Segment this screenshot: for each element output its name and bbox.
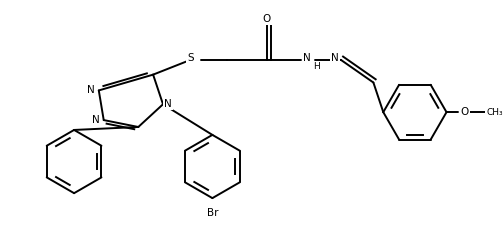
- Text: CH₃: CH₃: [486, 108, 502, 117]
- Text: S: S: [187, 53, 194, 63]
- Text: O: O: [460, 107, 469, 117]
- Text: N: N: [303, 53, 311, 63]
- Text: N: N: [87, 85, 95, 96]
- Text: Br: Br: [207, 208, 218, 218]
- Text: O: O: [263, 14, 271, 24]
- Text: N: N: [92, 115, 100, 125]
- Text: N: N: [331, 53, 339, 63]
- Text: N: N: [164, 99, 172, 109]
- Text: H: H: [313, 62, 320, 71]
